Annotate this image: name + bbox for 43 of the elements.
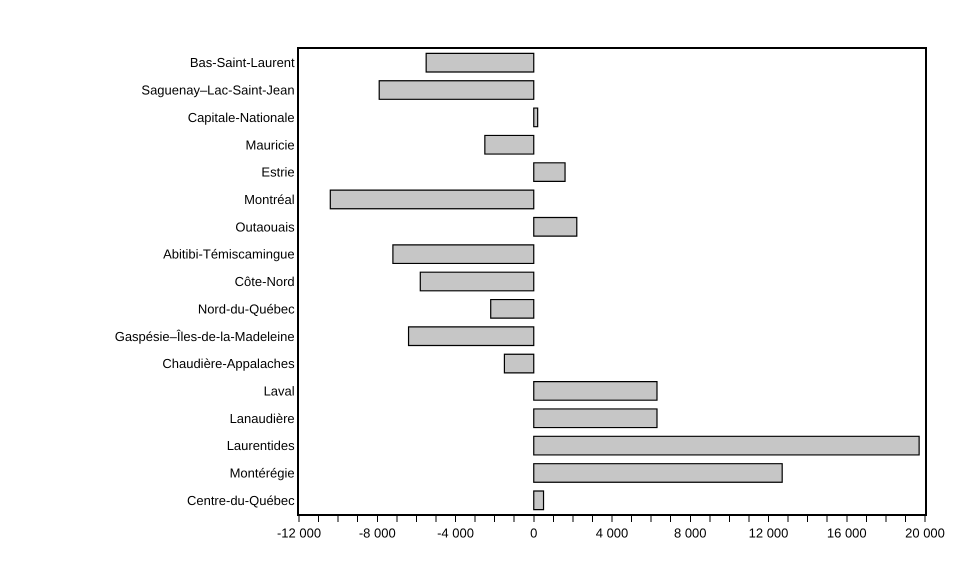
bar — [426, 52, 534, 73]
x-tick-label: 8 000 — [674, 525, 707, 540]
x-tick-label: -8 000 — [358, 525, 396, 540]
x-tick-label: 20 000 — [905, 525, 945, 540]
y-tick-label: Gaspésie–Îles-de-la-Madeleine — [114, 328, 295, 344]
x-tick-label: 0 — [530, 525, 538, 540]
y-tick-label: Lanaudière — [230, 410, 295, 426]
y-tick-label: Estrie — [261, 164, 295, 180]
bar — [533, 408, 658, 428]
bar — [533, 107, 538, 128]
x-tick-label: -4 000 — [437, 525, 474, 540]
y-tick-label: Nord-du-Québec — [198, 301, 296, 316]
bar — [504, 354, 534, 374]
x-tick-label: 16 000 — [826, 525, 867, 540]
y-tick-label: Centre-du-Québec — [186, 492, 296, 508]
y-tick-label: Abitibi-Témiscamingue — [163, 246, 295, 262]
y-tick-label: Saguenay–Lac-Saint-Jean — [141, 82, 295, 98]
y-tick-label: Outaouais — [235, 219, 296, 234]
bar — [408, 326, 534, 346]
y-tick-label: Côte-Nord — [234, 274, 295, 290]
x-tick-label: 4 000 — [596, 525, 628, 540]
bar — [533, 162, 566, 182]
y-tick-label: Capitale-Nationale — [188, 110, 295, 125]
y-tick-label: Bas-Saint-Laurent — [190, 55, 296, 70]
y-tick-label: Laval — [264, 383, 295, 398]
bar — [392, 244, 534, 264]
y-tick-label: Laurentides — [226, 438, 296, 454]
bar — [378, 80, 534, 100]
bar — [484, 134, 534, 155]
bar — [533, 216, 578, 237]
y-tick-label: Mauricie — [246, 137, 295, 152]
bar — [490, 298, 534, 319]
bar — [330, 190, 534, 210]
bar — [420, 272, 534, 292]
y-tick-label: Montréal — [244, 192, 295, 207]
x-tick-label: -12 000 — [276, 525, 322, 540]
bar — [533, 436, 920, 456]
x-tick-label: 12 000 — [748, 525, 788, 540]
y-tick-label: Chaudière-Appalaches — [162, 356, 296, 372]
bar — [533, 490, 544, 510]
y-tick-label: Montérégie — [230, 466, 295, 481]
bar — [533, 381, 658, 401]
bar — [533, 463, 783, 483]
